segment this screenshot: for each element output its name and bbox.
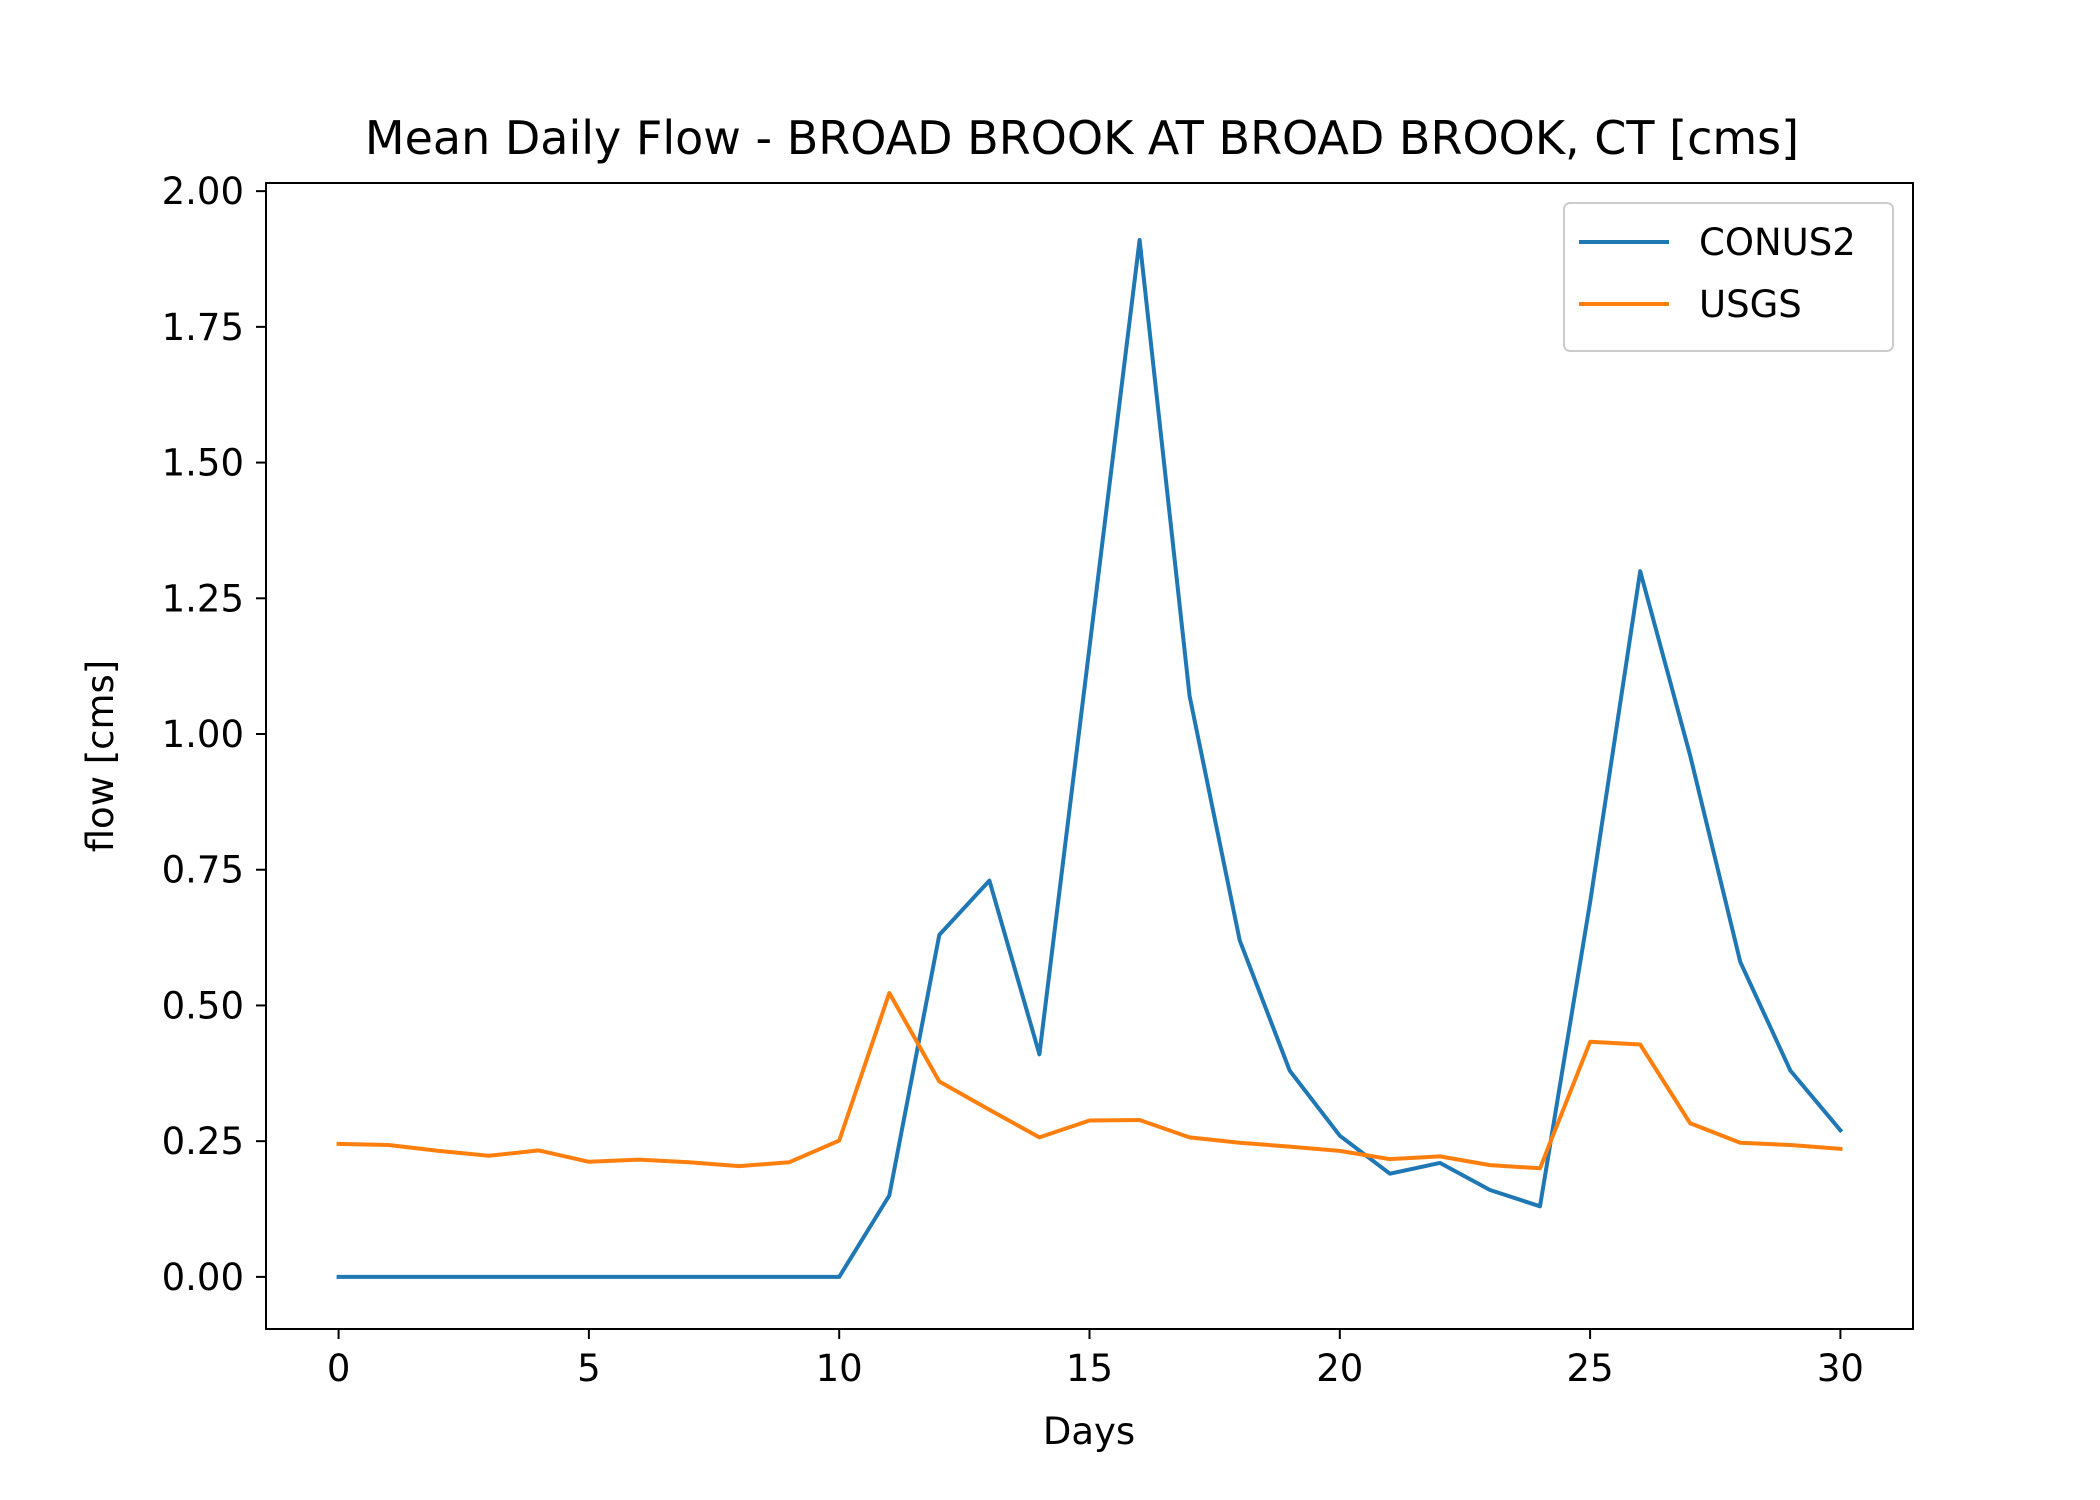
y-tick-label: 1.50 [162,442,244,485]
y-tick-label: 1.75 [162,306,244,349]
legend: CONUS2 USGS [1563,202,1894,352]
y-tick-label: 0.25 [162,1120,244,1163]
x-tick-label: 25 [1567,1347,1614,1390]
series-line-usgs [336,991,1843,1171]
chart-title: Mean Daily Flow - BROAD BROOK AT BROAD B… [365,111,1799,165]
y-axis-label: flow [cms] [79,660,122,853]
x-tick-label: 15 [1066,1347,1113,1390]
x-tick-label: 30 [1817,1347,1864,1390]
x-axis: 0 5 10 15 20 25 30 [327,1329,1864,1390]
legend-label-usgs: USGS [1699,283,1802,326]
x-axis-label: Days [1043,1410,1135,1453]
x-tick-label: 5 [577,1347,601,1390]
x-tick-label: 0 [327,1347,351,1390]
y-tick-label: 0.75 [162,849,244,892]
y-tick-label: 1.25 [162,577,244,620]
series-line-conus2 [336,238,1844,1279]
x-tick-label: 10 [816,1347,863,1390]
x-tick-label: 20 [1316,1347,1363,1390]
y-axis: 0.00 0.25 0.50 0.75 1.00 1.25 1.50 1.75 2.00 [162,170,266,1299]
y-tick-label: 0.00 [162,1256,244,1299]
y-tick-label: 0.50 [162,984,244,1027]
y-tick-label: 2.00 [162,170,244,213]
legend-label-conus2: CONUS2 [1699,221,1856,264]
y-tick-label: 1.00 [162,713,244,756]
plot-area [336,238,1844,1279]
